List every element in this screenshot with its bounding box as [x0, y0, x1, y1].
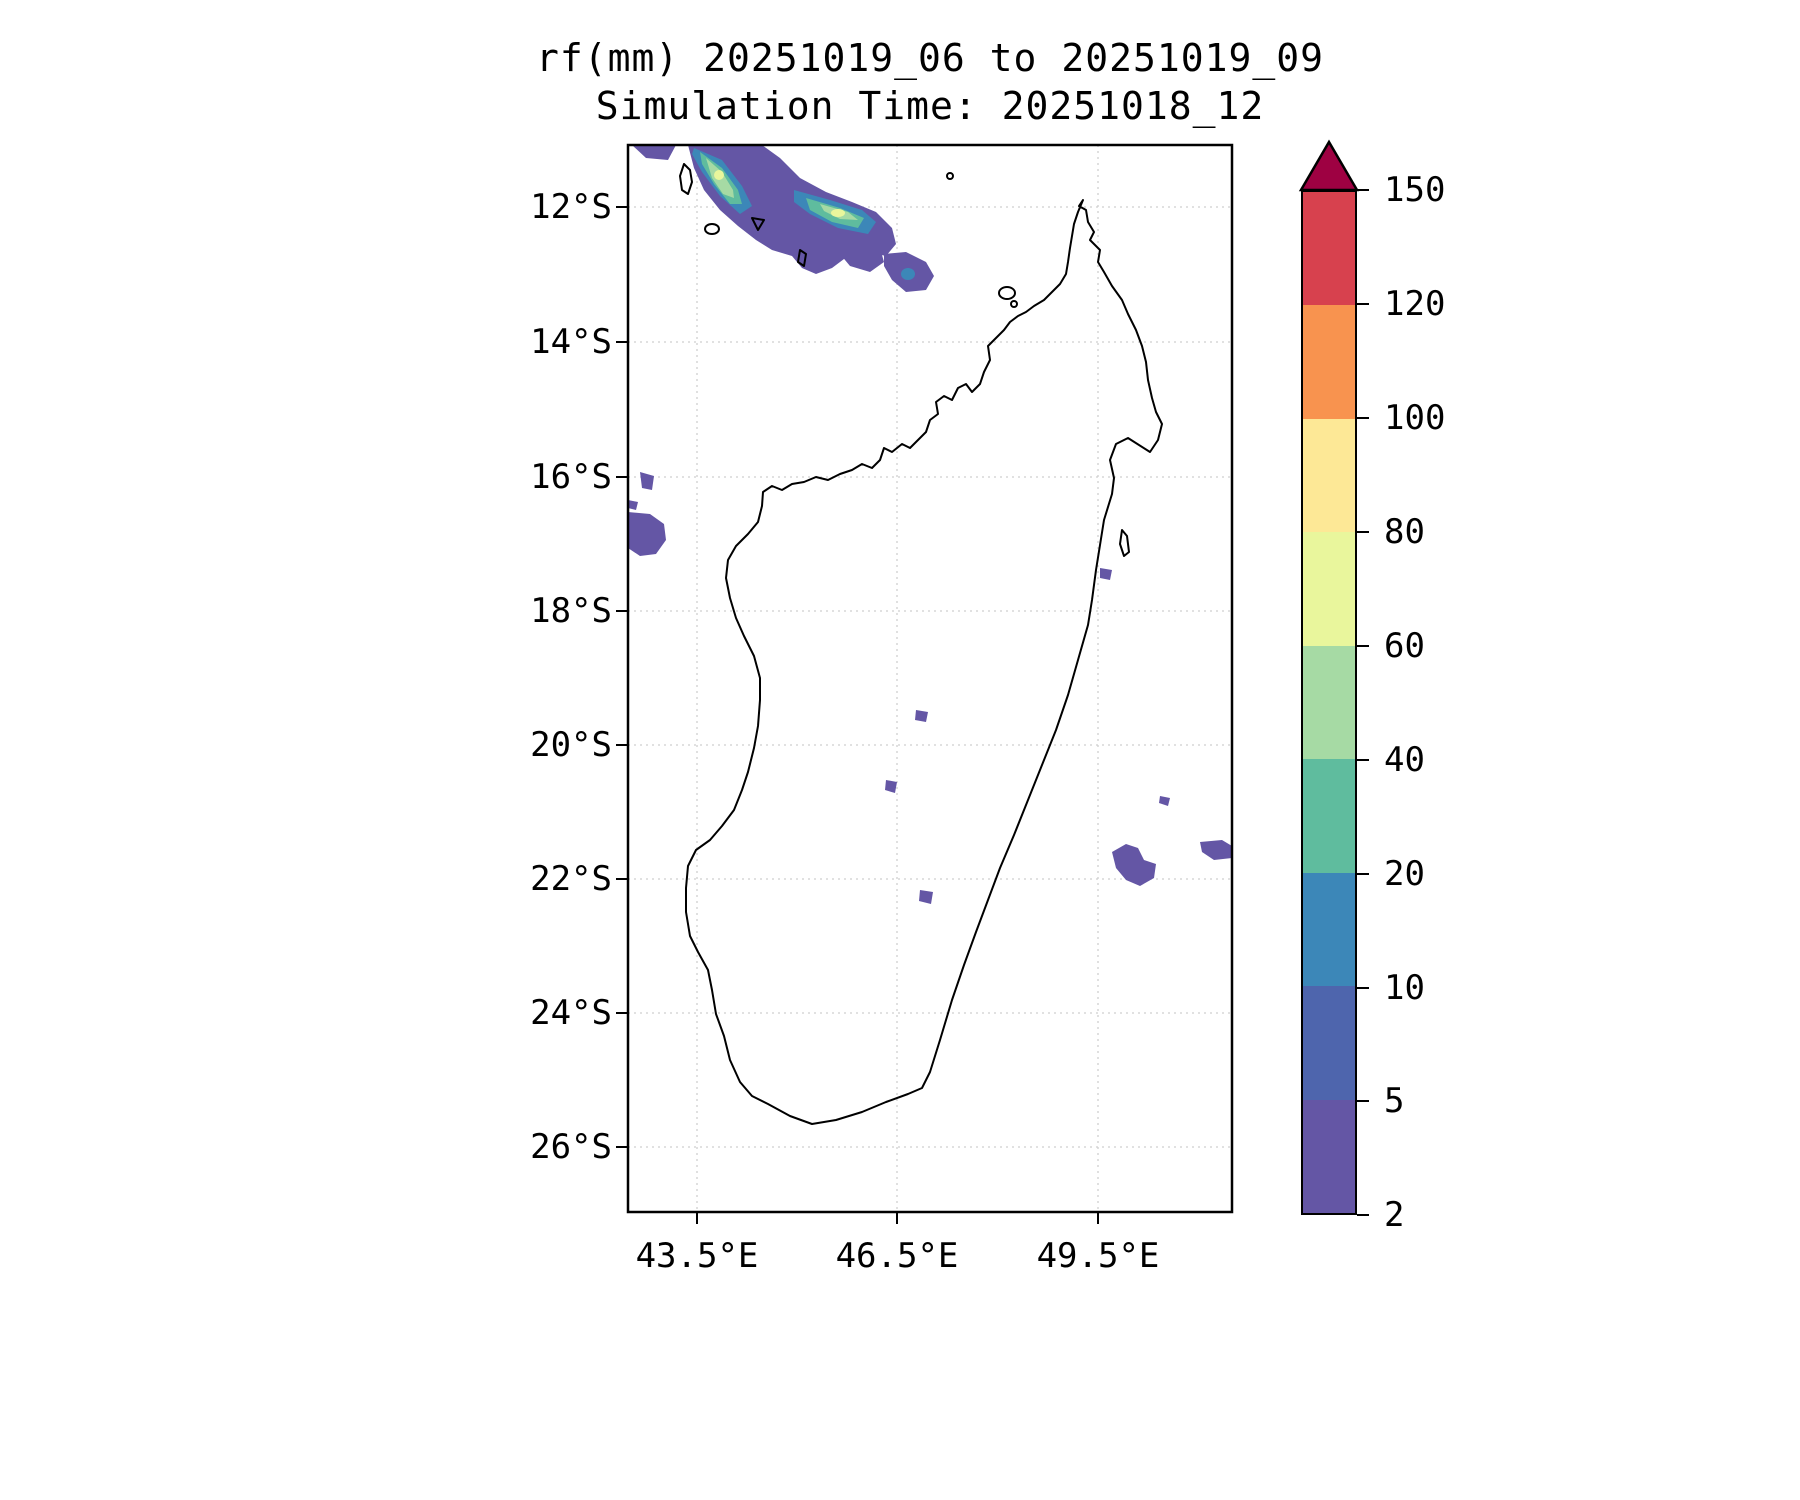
plot-title: rf(mm) 20251019_06 to 20251019_09: [536, 36, 1324, 80]
rain-level-2mm: [628, 145, 1232, 904]
colorbar-segment-10-20: [1303, 872, 1355, 987]
colorbar-tick-label-2: 2: [1384, 1195, 1405, 1235]
y-tick-label-16s: 16°S: [530, 457, 612, 497]
x-tick-label-49-5e: 49.5°E: [1036, 1236, 1160, 1276]
glorieuses-island: [946, 172, 954, 180]
x-tick-label-43-5e: 43.5°E: [635, 1236, 759, 1276]
colorbar-segment-40-60: [1303, 645, 1355, 760]
coastlines: [679, 163, 1163, 1125]
colorbar-tick-label-120: 120: [1384, 284, 1446, 324]
colorbar-tick-label-100: 100: [1384, 398, 1446, 438]
sainte-marie-island: [1119, 529, 1130, 557]
x-tick-label-46-5e: 46.5°E: [835, 1236, 959, 1276]
y-tick-label-14s: 14°S: [530, 322, 612, 362]
colorbar-segment-80-100: [1303, 418, 1355, 533]
rain-level-60mm: [714, 170, 845, 217]
rainfall-contours: [628, 145, 1232, 904]
nosy-be-island: [998, 286, 1018, 308]
colorbar-tick-label-5: 5: [1384, 1081, 1405, 1121]
madagascar-coastline: [685, 199, 1163, 1125]
y-tick-label-12s: 12°S: [530, 187, 612, 227]
colorbar-tick-label-80: 80: [1384, 512, 1425, 552]
colorbar-segment-20-40: [1303, 759, 1355, 873]
plot-frame: [626, 143, 1234, 1214]
comoros-islands: [679, 163, 807, 267]
colorbar: [1301, 190, 1357, 1215]
colorbar-segment-120-150: [1303, 192, 1355, 306]
colorbar-segment-5-10: [1303, 986, 1355, 1100]
colorbar-tick-label-60: 60: [1384, 626, 1425, 666]
colorbar-segment-2-5: [1303, 1099, 1355, 1213]
colorbar-tick-label-150: 150: [1384, 170, 1446, 210]
gridlines: [628, 145, 1232, 1212]
colorbar-segment-100-120: [1303, 305, 1355, 419]
colorbar-segment-60-80: [1303, 532, 1355, 646]
plot-subtitle: Simulation Time: 20251018_12: [595, 84, 1265, 128]
colorbar-ticks: [1357, 189, 1369, 1216]
colorbar-tick-label-20: 20: [1384, 854, 1425, 894]
colorbar-tick-label-10: 10: [1384, 968, 1425, 1008]
y-tick-label-24s: 24°S: [530, 993, 612, 1033]
y-tick-label-20s: 20°S: [530, 725, 612, 765]
axis-ticks: [616, 206, 1099, 1224]
colorbar-tick-label-40: 40: [1384, 740, 1425, 780]
y-tick-label-18s: 18°S: [530, 591, 612, 631]
colorbar-over-triangle: [1298, 139, 1360, 192]
y-tick-label-26s: 26°S: [530, 1127, 612, 1167]
y-tick-label-22s: 22°S: [530, 859, 612, 899]
